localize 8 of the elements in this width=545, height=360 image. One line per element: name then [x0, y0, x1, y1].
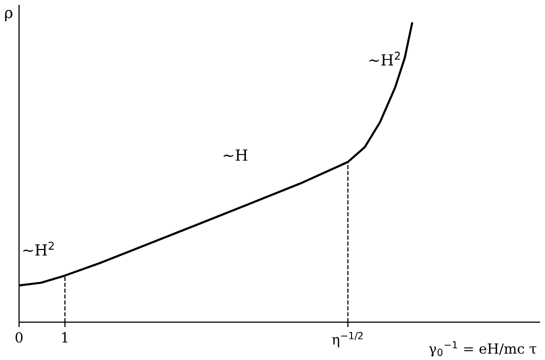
x-tick-label: 1	[62, 332, 68, 342]
annotation: ~H$^{2}$	[369, 52, 400, 66]
annotation: ~H$^{2}$	[23, 242, 54, 256]
x-tick-label: η$^{−1/2}$	[332, 332, 363, 348]
annotation: ~H	[224, 149, 248, 161]
x-tick-label: 0	[16, 332, 23, 343]
x-axis-title: γ$_{0}$$^{−1}$ = eH/mc τ	[428, 341, 536, 357]
y-axis-title: ρ	[5, 10, 12, 22]
